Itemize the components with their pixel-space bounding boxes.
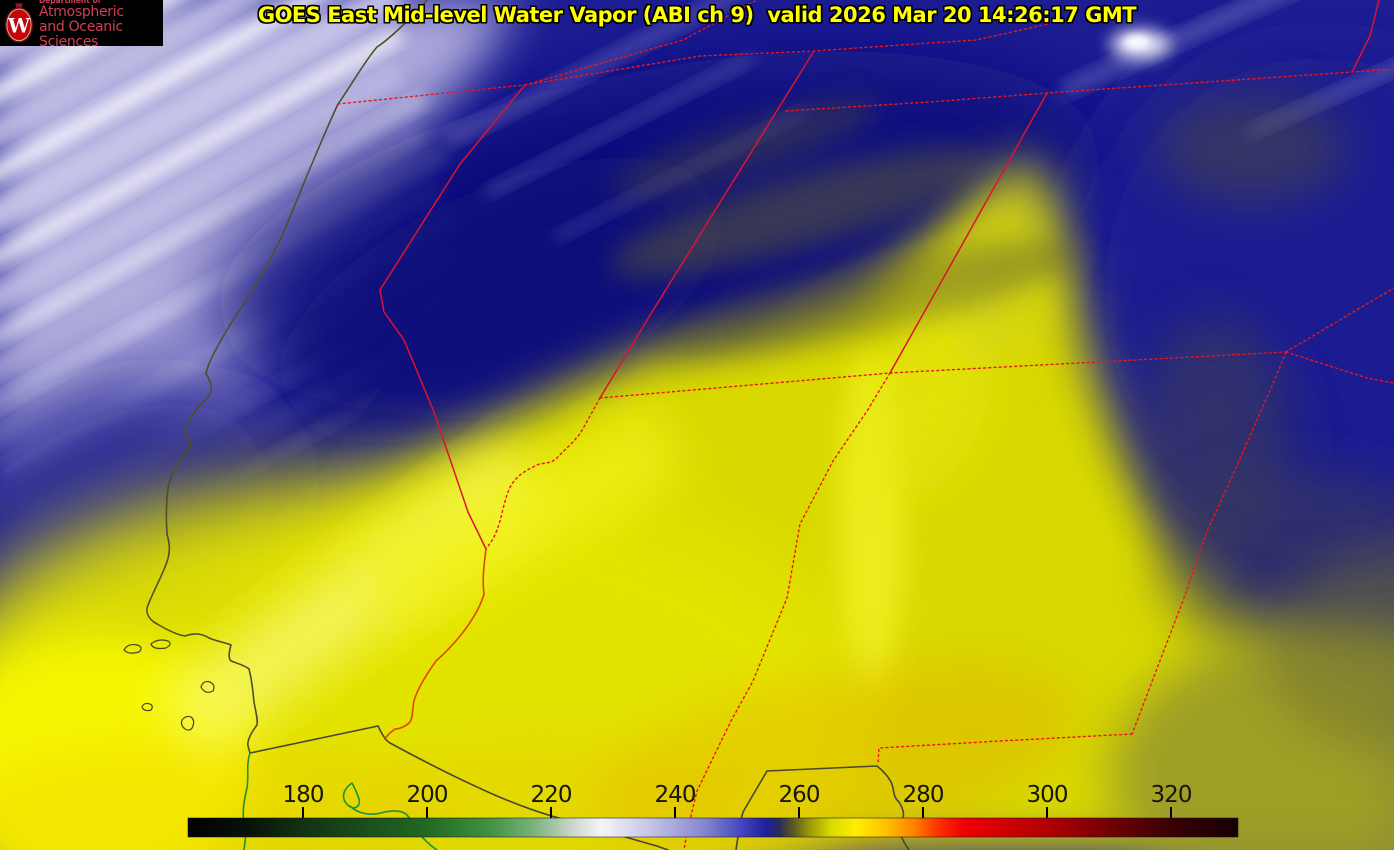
coastline [146, 0, 428, 754]
state-boundaries-solid [379, 0, 1380, 550]
bright-cloud-blob [1110, 29, 1170, 59]
colorbar-ticks [302, 807, 1172, 818]
offshore-islands [123, 639, 215, 731]
map-boundaries [123, 0, 1394, 850]
logo-text: Department of Atmospheric and Oceanic Sc… [39, 0, 163, 49]
colorbar-tick-label: 180 [283, 782, 324, 808]
colorbar-tick-label: 200 [407, 782, 448, 808]
colorbar-tick-label: 220 [531, 782, 572, 808]
colorbar: 180 200 220 240 260 280 300 320 [187, 782, 1239, 838]
uw-crest-icon: W [4, 3, 34, 43]
colorbar-tick-label: 300 [1027, 782, 1068, 808]
colorbar-gradient-bar [187, 817, 1239, 838]
river-border-orange [384, 548, 487, 740]
image-title: GOES East Mid-level Water Vapor (ABI ch … [257, 3, 1137, 27]
crest-letter: W [7, 13, 31, 37]
colorbar-tick-label: 260 [779, 782, 820, 808]
uw-aos-logo: W Department of Atmospheric and Oceanic … [0, 0, 163, 49]
logo-line2: and Oceanic Sciences [39, 19, 123, 50]
logo-department-label: Department of [39, 0, 101, 5]
logo-line1: Atmospheric [39, 4, 124, 21]
colorbar-tick-label: 240 [655, 782, 696, 808]
colorbar-labels: 180 200 220 240 260 280 300 320 [283, 782, 1193, 808]
colorbar-tick-label: 320 [1151, 782, 1192, 808]
colorbar-tick-label: 280 [903, 782, 944, 808]
moist-air-region [0, 93, 1394, 850]
